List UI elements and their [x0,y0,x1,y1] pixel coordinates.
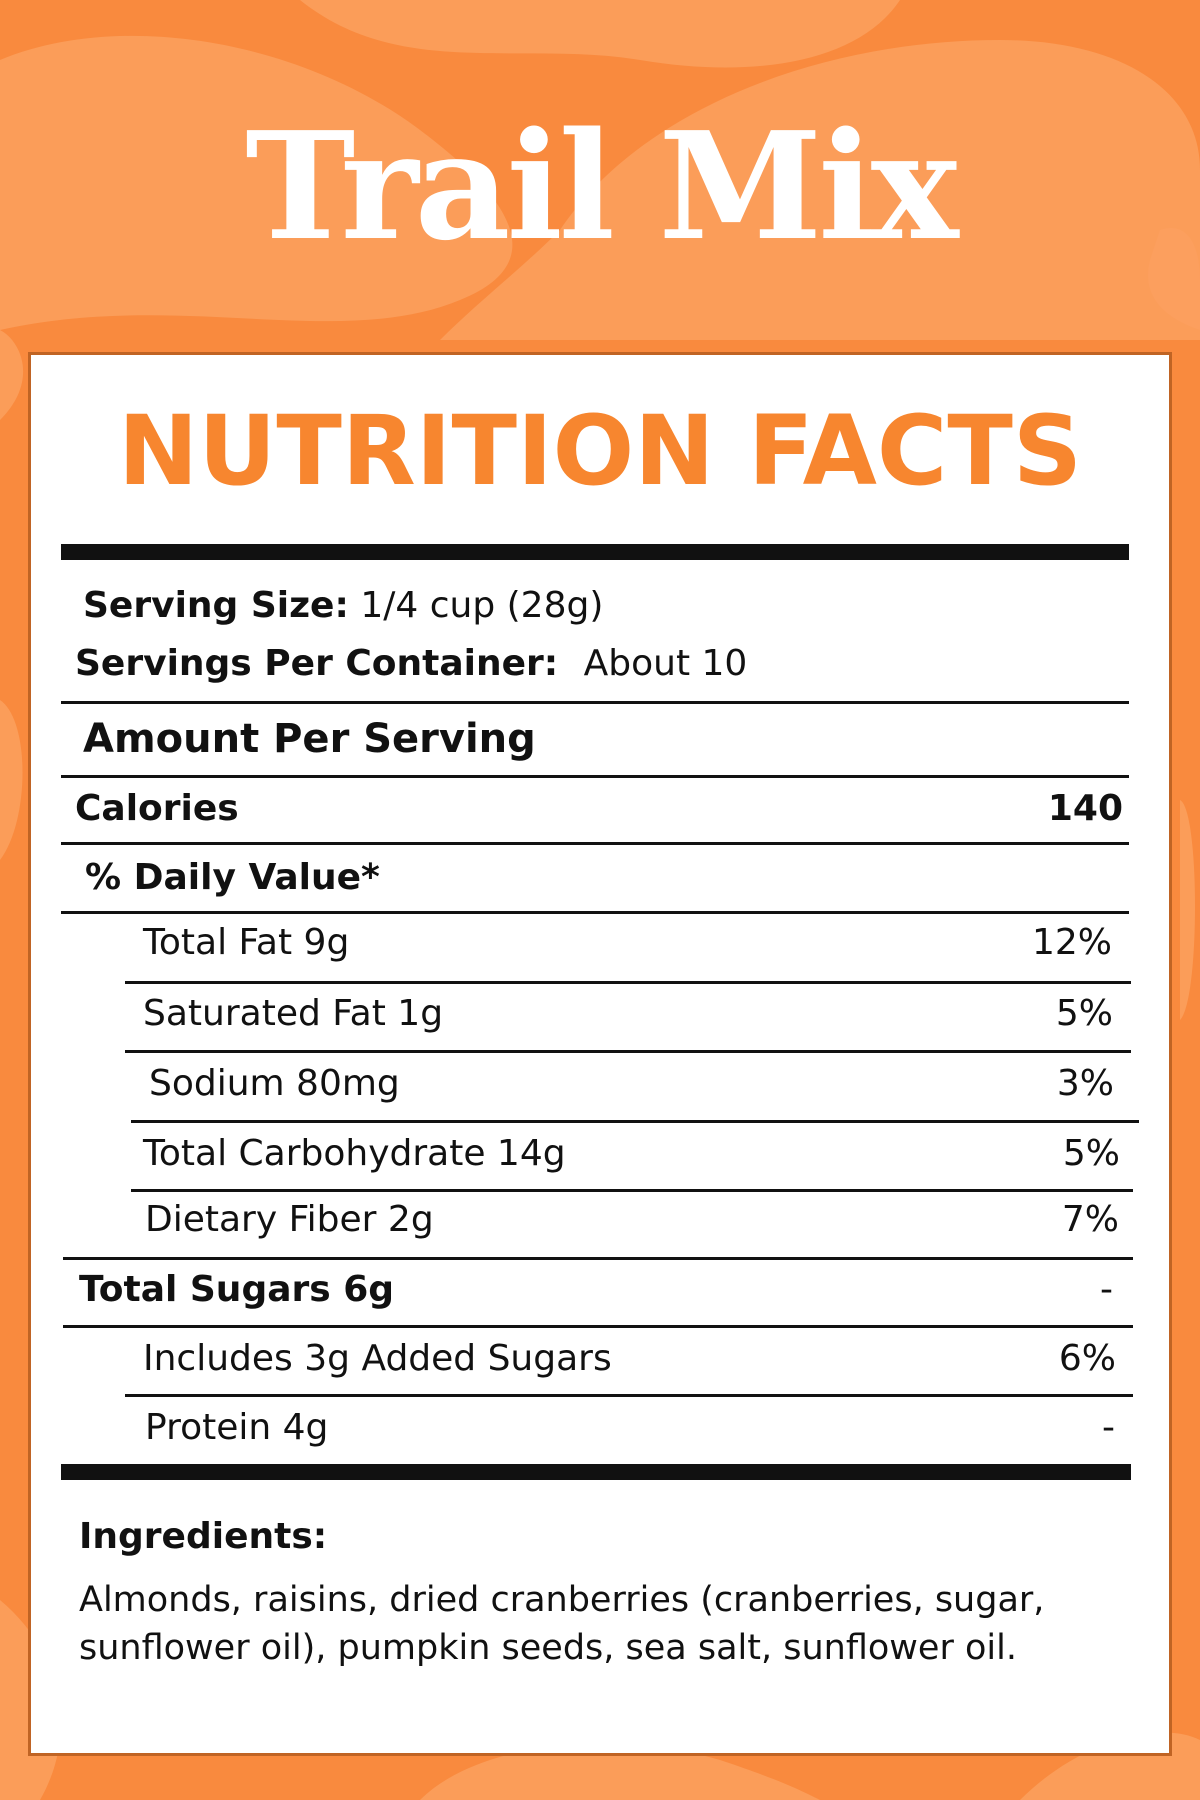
nutrient-label: Includes 3g Added Sugars [143,1338,612,1379]
divider [125,1050,1131,1053]
nutrient-label: Total Fat 9g [143,922,350,963]
nutrient-daily-value: 5% [1055,993,1113,1034]
ingredients-text: Almonds, raisins, dried cranberries (cra… [79,1580,1045,1668]
divider [63,1257,1133,1260]
calories-label: Calories [75,788,239,829]
serving-size-row: Serving Size: 1/4 cup (28g) [83,588,603,624]
nutrient-label: Saturated Fat 1g [143,993,444,1034]
serving-size-label: Serving Size: [83,585,349,626]
thick-divider-bottom [61,1464,1131,1480]
divider [63,1325,1133,1328]
servings-per-container-label: Servings Per Container: [75,643,559,684]
divider [131,1120,1139,1123]
divider [61,842,1129,845]
nutrient-label: Total Sugars 6g [79,1269,395,1310]
divider [61,775,1129,778]
nutrient-daily-value: 5% [1062,1133,1120,1174]
nutrient-daily-value: 12% [1031,922,1112,963]
calories-value: 140 [1047,788,1123,829]
divider [131,1189,1133,1192]
nutrient-label: Protein 4g [145,1407,329,1448]
nutrient-daily-value: - [1100,1269,1113,1310]
nutrient-daily-value: 7% [1061,1199,1119,1240]
divider [61,911,1129,914]
divider [61,701,1129,704]
ingredients-label: Ingredients: [79,1516,328,1557]
nutrient-daily-value: 6% [1058,1338,1116,1379]
nutrition-facts-panel: NUTRITION FACTS Serving Size: 1/4 cup (2… [28,352,1172,1756]
daily-value-header: % Daily Value* [85,857,380,898]
nutrient-daily-value: - [1102,1407,1115,1448]
serving-size-value: 1/4 cup (28g) [360,585,604,626]
product-title: Trail Mix [245,99,959,273]
thick-divider-top [61,544,1129,560]
nutrient-label: Sodium 80mg [149,1063,400,1104]
nutrient-label: Total Carbohydrate 14g [143,1133,566,1174]
divider [125,981,1131,984]
servings-per-container-value: About 10 [583,643,748,684]
servings-per-container-row: Servings Per Container: About 10 [75,646,747,682]
nutrient-label: Dietary Fiber 2g [145,1199,434,1240]
nutrition-facts-heading: NUTRITION FACTS [118,395,1082,507]
amount-per-serving-label: Amount Per Serving [83,716,536,762]
nutrient-daily-value: 3% [1056,1063,1114,1104]
divider [125,1394,1133,1397]
